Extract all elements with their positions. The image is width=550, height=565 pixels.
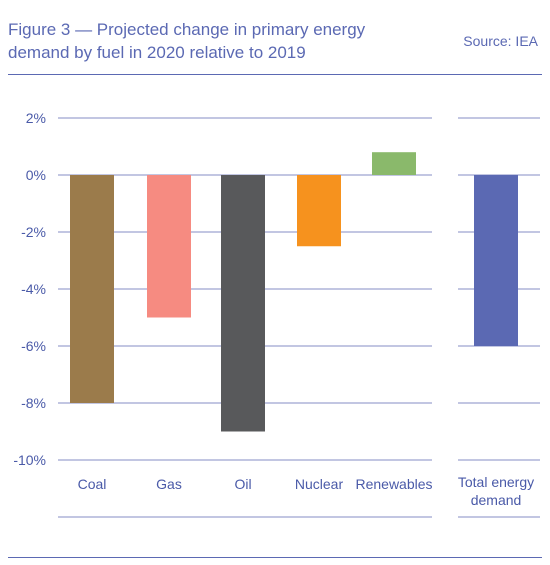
- bar-nuclear: [297, 175, 341, 247]
- y-tick-label: 0%: [26, 167, 46, 183]
- y-tick-label: -8%: [21, 395, 46, 411]
- x-tick-label-total-line-1: Total energy: [458, 474, 534, 490]
- bar-renewables: [372, 152, 416, 175]
- chart-title: Figure 3 — Projected change in primary e…: [8, 18, 438, 64]
- y-tick-label: -6%: [21, 338, 46, 354]
- x-tick-label-total-line-2: demand: [471, 492, 522, 508]
- bar-total-energy-demand: [474, 175, 518, 346]
- x-tick-label: Gas: [156, 476, 182, 492]
- x-tick-label: Renewables: [355, 476, 432, 492]
- chart-title-line-1: Figure 3 — Projected change in primary e…: [8, 20, 366, 39]
- top-rule: [8, 74, 542, 75]
- y-tick-label: 2%: [26, 110, 46, 126]
- bar-coal: [70, 175, 114, 403]
- x-tick-label: Nuclear: [295, 476, 344, 492]
- y-tick-label: -10%: [13, 452, 46, 468]
- x-tick-label: Oil: [234, 476, 251, 492]
- source-note: Source: IEA: [463, 33, 538, 49]
- bar-oil: [221, 175, 265, 432]
- chart-title-line-2: demand by fuel in 2020 relative to 2019: [8, 43, 306, 62]
- y-tick-label: -2%: [21, 224, 46, 240]
- bottom-rule: [8, 557, 542, 558]
- x-tick-label: Coal: [78, 476, 107, 492]
- y-tick-label: -4%: [21, 281, 46, 297]
- bar-gas: [147, 175, 191, 318]
